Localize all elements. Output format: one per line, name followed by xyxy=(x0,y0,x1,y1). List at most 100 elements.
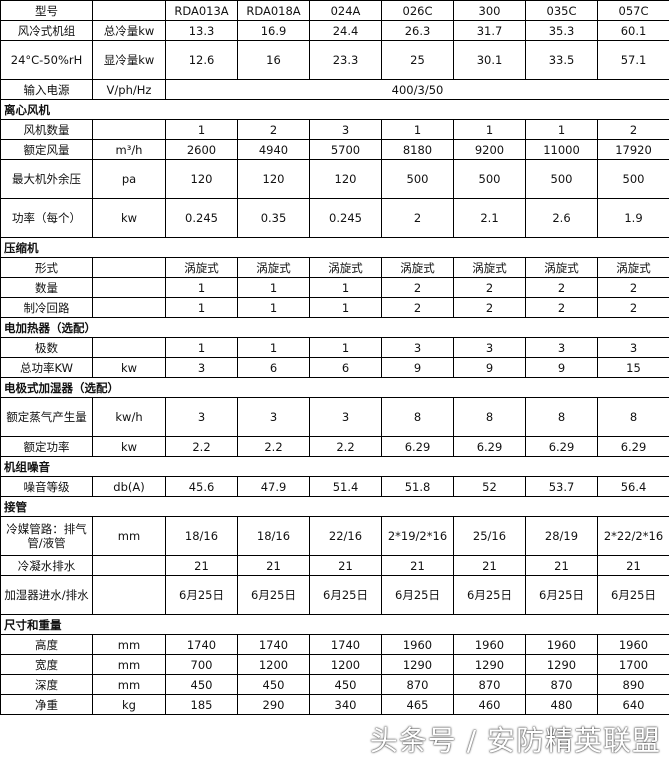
row-value: 2.2 xyxy=(238,437,310,457)
section-row: 压缩机 xyxy=(1,238,669,258)
row-value: 500 xyxy=(598,160,669,199)
section-title: 接管 xyxy=(1,497,669,517)
row-value: 47.9 xyxy=(238,477,310,497)
row-unit: mm xyxy=(93,517,166,556)
row-value: 1 xyxy=(166,338,238,358)
row-value: 35.3 xyxy=(526,21,598,41)
section-title: 电极式加湿器（选配） xyxy=(1,378,669,398)
header-row: 型号 RDA013A RDA018A 024A 026C 300 035C 05… xyxy=(1,1,669,21)
row-value: 120 xyxy=(166,160,238,199)
row-label: 净重 xyxy=(1,695,93,715)
row-value: 0.245 xyxy=(166,199,238,238)
row-value: 涡旋式 xyxy=(310,258,382,278)
row-value: 52 xyxy=(454,477,526,497)
row-value: 4940 xyxy=(238,140,310,160)
row-value: 3 xyxy=(310,398,382,437)
row-value: 2*22/2*16 xyxy=(598,517,669,556)
row-value: 涡旋式 xyxy=(166,258,238,278)
row-value: 120 xyxy=(310,160,382,199)
row-label: 噪音等级 xyxy=(1,477,93,497)
row-value: 2.2 xyxy=(310,437,382,457)
row-value: 450 xyxy=(238,675,310,695)
row-label: 形式 xyxy=(1,258,93,278)
section-title: 尺寸和重量 xyxy=(1,615,669,635)
row-value: 3 xyxy=(238,398,310,437)
row-label: 额定蒸气产生量 xyxy=(1,398,93,437)
row-value: 30.1 xyxy=(454,41,526,80)
row-label: 高度 xyxy=(1,635,93,655)
row-value: 6.29 xyxy=(454,437,526,457)
row-value: 16 xyxy=(238,41,310,80)
row-unit: 显冷量kw xyxy=(93,41,166,80)
row-value: 1740 xyxy=(238,635,310,655)
row-unit: mm xyxy=(93,655,166,675)
row-value: 1 xyxy=(166,120,238,140)
row-value: 1200 xyxy=(310,655,382,675)
row-value: 涡旋式 xyxy=(454,258,526,278)
row-value: 185 xyxy=(166,695,238,715)
row-unit: kw xyxy=(93,199,166,238)
spec-table: 型号 RDA013A RDA018A 024A 026C 300 035C 05… xyxy=(0,0,669,715)
row-value: 870 xyxy=(454,675,526,695)
row-value: 2 xyxy=(454,278,526,298)
watermark: 头条号 / 安防精英联盟 xyxy=(0,715,669,763)
row-value: 6.29 xyxy=(526,437,598,457)
row-unit: 总冷量kw xyxy=(93,21,166,41)
row-value: 6 xyxy=(310,358,382,378)
row-value: 3 xyxy=(166,358,238,378)
row-value: 1 xyxy=(166,278,238,298)
row-value: 450 xyxy=(166,675,238,695)
model-header: 057C xyxy=(598,1,669,21)
row-label: 风冷式机组 xyxy=(1,21,93,41)
header-unit xyxy=(93,1,166,21)
row-label: 额定功率 xyxy=(1,437,93,457)
section-row: 电加热器（选配） xyxy=(1,318,669,338)
row-value: 2 xyxy=(526,298,598,318)
row-value: 2.6 xyxy=(526,199,598,238)
row-value: 2 xyxy=(382,278,454,298)
row-value: 6月25日 xyxy=(454,576,526,615)
row-value: 28/19 xyxy=(526,517,598,556)
row-value: 870 xyxy=(526,675,598,695)
row-unit xyxy=(93,576,166,615)
row-value: 57.1 xyxy=(598,41,669,80)
row-value: 1 xyxy=(166,298,238,318)
row-value: 1960 xyxy=(598,635,669,655)
row-value: 1 xyxy=(310,298,382,318)
section-title: 机组噪音 xyxy=(1,457,669,477)
row-unit: mm xyxy=(93,635,166,655)
row-value: 23.3 xyxy=(310,41,382,80)
row-value: 9 xyxy=(382,358,454,378)
row-value: 21 xyxy=(382,556,454,576)
row-label: 风机数量 xyxy=(1,120,93,140)
row-value: 6.29 xyxy=(598,437,669,457)
header-label: 型号 xyxy=(1,1,93,21)
row-label: 极数 xyxy=(1,338,93,358)
row-unit: db(A) xyxy=(93,477,166,497)
section-title: 压缩机 xyxy=(1,238,669,258)
row-value: 涡旋式 xyxy=(526,258,598,278)
row-value: 1960 xyxy=(454,635,526,655)
model-header: RDA018A xyxy=(238,1,310,21)
row-value: 18/16 xyxy=(166,517,238,556)
row-value: 15 xyxy=(598,358,669,378)
row-value: 33.5 xyxy=(526,41,598,80)
row-value: 18/16 xyxy=(238,517,310,556)
table-row: 形式涡旋式涡旋式涡旋式涡旋式涡旋式涡旋式涡旋式 xyxy=(1,258,669,278)
row-value: 3 xyxy=(526,338,598,358)
row-value: 2 xyxy=(382,298,454,318)
row-value: 2 xyxy=(598,278,669,298)
row-value: 16.9 xyxy=(238,21,310,41)
row-value: 6 xyxy=(238,358,310,378)
row-unit xyxy=(93,338,166,358)
row-unit: kw xyxy=(93,358,166,378)
